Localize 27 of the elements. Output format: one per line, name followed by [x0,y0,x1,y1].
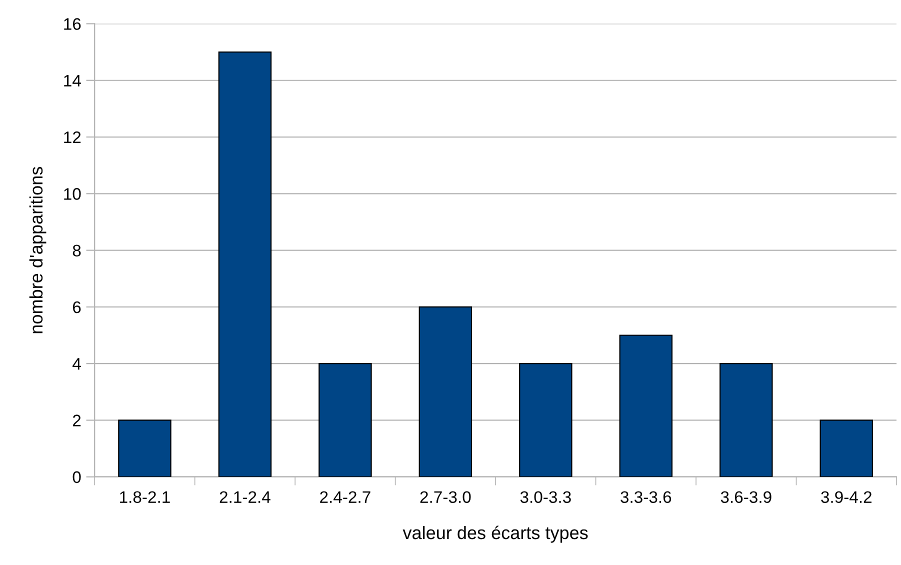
x-tick-label: 3.6-3.9 [720,491,772,503]
bar [318,363,372,477]
y-tick-label: 14 [64,74,81,86]
y-tick-label: 4 [72,358,81,370]
bar [418,306,472,477]
y-tick-label: 12 [64,131,81,144]
y-tick-label: 0 [72,471,81,484]
y-tick-label: 2 [72,414,81,426]
x-axis-title: valeur des écarts types [402,526,588,543]
y-axis-title: nombre d'apparitions [29,166,46,334]
bar [519,363,572,477]
x-tick-label: 3.0-3.3 [520,491,571,503]
y-tick-label: 16 [64,18,81,30]
bar [118,420,172,477]
bar [619,334,673,477]
x-tick-label: 1.8-2.1 [120,491,170,503]
x-tick-label: 3.3-3.6 [620,491,672,503]
bar [820,420,873,477]
y-tick-label: 6 [72,301,81,314]
x-tick-label: 2.7-3.0 [420,491,471,503]
bar [218,51,272,477]
x-tick-label: 3.9-4.2 [821,491,872,503]
x-tick-label: 2.4-2.7 [320,491,370,503]
x-tick-label: 2.1-2.4 [220,491,270,503]
bar [720,363,773,477]
y-tick-label: 8 [72,244,81,256]
y-tick-label: 10 [64,188,81,200]
